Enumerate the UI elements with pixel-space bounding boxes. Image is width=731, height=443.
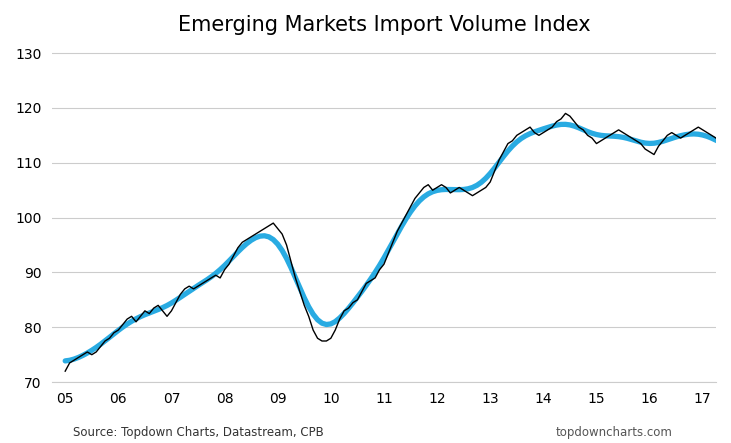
Text: Source: Topdown Charts, Datastream, CPB: Source: Topdown Charts, Datastream, CPB: [73, 426, 324, 439]
Title: Emerging Markets Import Volume Index: Emerging Markets Import Volume Index: [178, 15, 590, 35]
Text: topdowncharts.com: topdowncharts.com: [556, 426, 673, 439]
